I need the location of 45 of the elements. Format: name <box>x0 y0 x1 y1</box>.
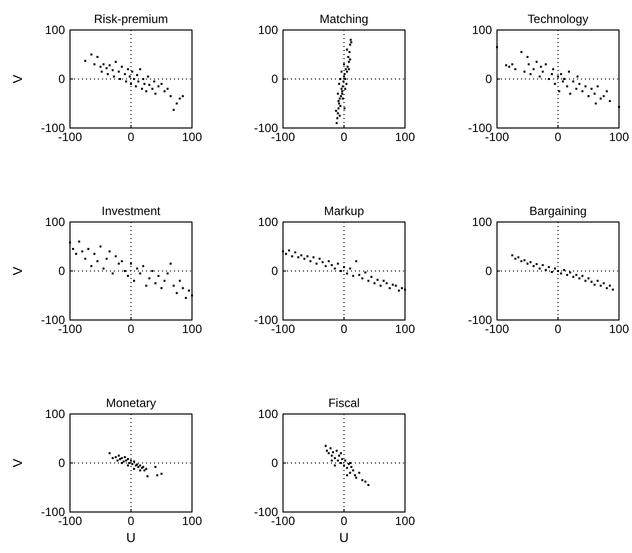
y-axis-title: V <box>10 266 25 276</box>
x-tick-label: 100 <box>182 514 202 528</box>
y-tick-label: 100 <box>472 215 492 229</box>
chart-title: Technology <box>528 12 588 26</box>
y-tick-label: 100 <box>472 23 492 37</box>
x-axis-title: U <box>126 530 136 545</box>
x-tick-label: 100 <box>182 130 202 144</box>
x-tick-label: 0 <box>340 322 348 336</box>
x-tick-label: 0 <box>128 322 135 336</box>
y-tick-label: 100 <box>44 23 66 37</box>
x-tick-label: 0 <box>554 130 562 144</box>
y-tick-label: 100 <box>44 215 66 229</box>
chart-title: Markup <box>324 204 364 218</box>
chart-title: Fiscal <box>328 396 360 410</box>
chart-title: Bargaining <box>529 204 587 218</box>
y-tick-label: 0 <box>271 72 278 86</box>
y-tick-label: 0 <box>485 72 492 86</box>
y-tick-label: 0 <box>271 456 278 470</box>
x-tick-label: 100 <box>608 322 630 336</box>
y-axis-title: V <box>10 458 25 468</box>
y-tick-label: 100 <box>258 407 278 421</box>
y-tick-label: 100 <box>44 407 66 421</box>
y-tick-label: 0 <box>58 456 66 470</box>
x-tick-label: 100 <box>608 130 630 144</box>
chart-title: Investment <box>102 204 162 218</box>
x-tick-label: 100 <box>394 322 416 336</box>
y-tick-label: 0 <box>58 264 66 278</box>
x-tick-label: 0 <box>128 514 135 528</box>
x-axis-title: U <box>339 530 349 545</box>
x-tick-label: 100 <box>394 130 416 144</box>
x-tick-label: 100 <box>182 322 202 336</box>
y-tick-label: 0 <box>58 72 66 86</box>
chart-title: Risk-premium <box>94 12 168 26</box>
y-tick-label: 100 <box>258 215 278 229</box>
x-tick-label: 100 <box>394 514 416 528</box>
chart-title: Monetary <box>106 396 156 410</box>
y-tick-label: 100 <box>258 23 278 37</box>
chart-title: Matching <box>320 12 368 26</box>
x-tick-label: 0 <box>340 130 348 144</box>
x-tick-label: 0 <box>340 514 348 528</box>
y-tick-label: 0 <box>485 264 492 278</box>
y-tick-label: 0 <box>271 264 278 278</box>
x-tick-label: 0 <box>554 322 562 336</box>
y-axis-title: V <box>10 74 25 84</box>
x-tick-label: 0 <box>128 130 135 144</box>
